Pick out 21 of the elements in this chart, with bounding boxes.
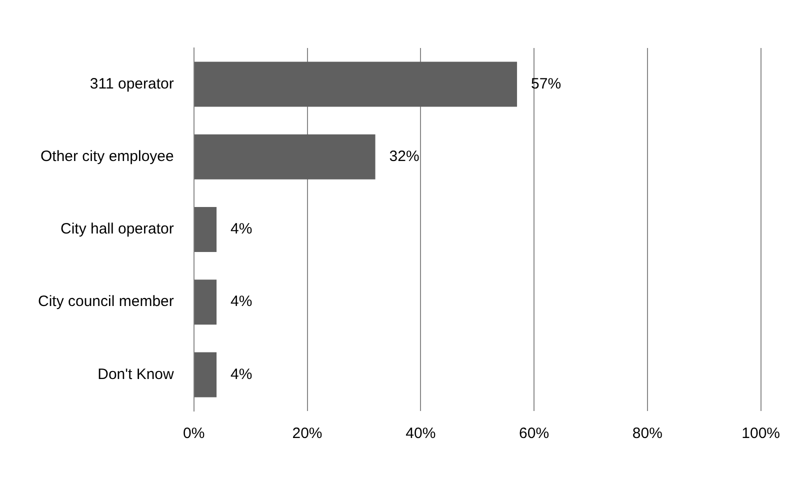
y-tick-label: 311 operator (90, 75, 174, 92)
x-tick-label: 60% (519, 425, 550, 442)
y-tick-label: Don't Know (98, 366, 174, 383)
bar (194, 134, 376, 180)
y-tick-label: City council member (38, 293, 174, 310)
bar (194, 206, 217, 252)
bar (194, 280, 217, 325)
data-label: 4% (230, 220, 252, 238)
x-tick-label: 40% (406, 425, 436, 442)
data-label: 4% (230, 366, 252, 383)
y-tick-label: City hall operator (60, 220, 174, 238)
x-tick-label: 0% (183, 425, 205, 442)
data-label: 4% (230, 293, 252, 310)
data-label: 57% (531, 75, 562, 92)
y-tick-label: Other city employee (40, 148, 174, 166)
bar (194, 62, 518, 107)
x-tick-label: 20% (292, 425, 322, 442)
x-tick-label: 80% (632, 425, 662, 442)
x-tick-label: 100% (742, 425, 780, 442)
bar (194, 352, 217, 398)
data-label: 32% (389, 148, 420, 166)
